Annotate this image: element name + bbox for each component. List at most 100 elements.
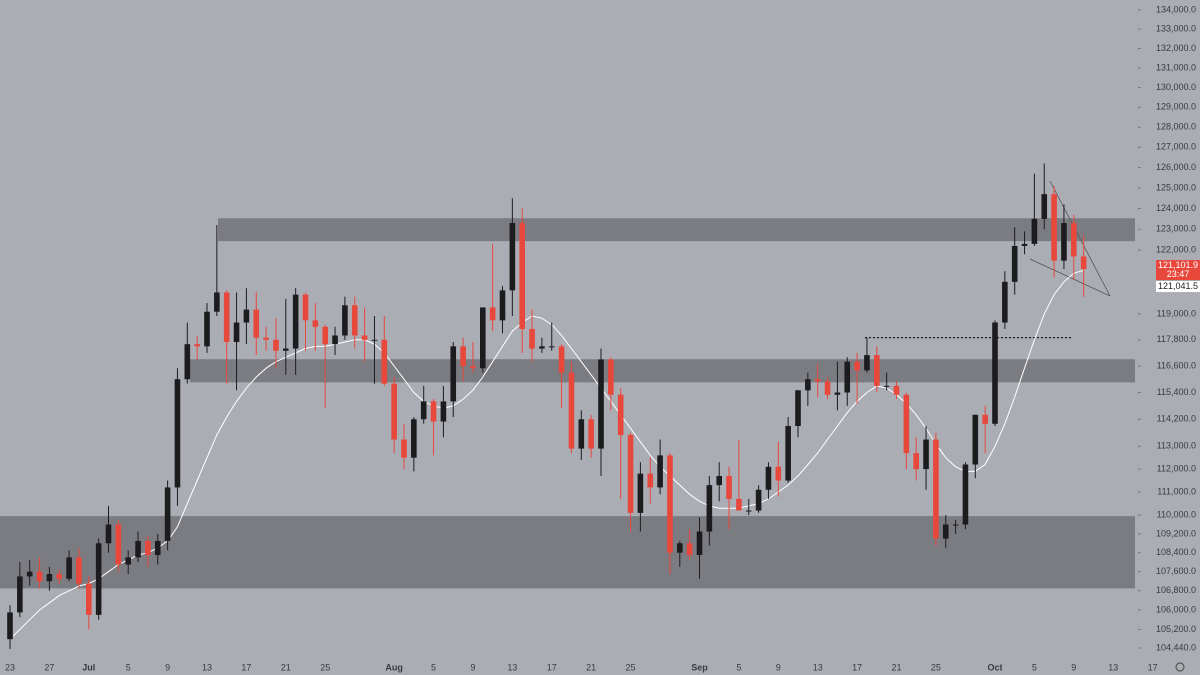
candle-body: [342, 305, 348, 336]
candle-body: [923, 439, 929, 470]
candle-body: [56, 574, 63, 579]
settings-icon[interactable]: [1175, 662, 1185, 672]
candle-body: [558, 346, 565, 373]
candle-body: [312, 320, 319, 327]
candle-body: [893, 385, 900, 395]
x-tick-label: Jul: [82, 662, 95, 672]
candle-body: [86, 583, 92, 615]
x-tick-label: 25: [626, 662, 636, 672]
candle-body: [440, 401, 447, 422]
y-tick-label: 114,200.0: [1157, 414, 1196, 424]
x-tick-label: 9: [165, 662, 170, 672]
x-tick-label: 5: [126, 662, 131, 672]
candle-body: [1031, 218, 1038, 244]
x-tick-label: 5: [431, 662, 436, 672]
y-tick-label: 119,000.0: [1157, 308, 1196, 318]
candle-body: [883, 385, 890, 387]
y-tick-label: 128,000.0: [1156, 122, 1196, 132]
candle-body: [952, 524, 959, 526]
candle-body: [36, 571, 43, 582]
y-tick-label: 109,200.0: [1156, 528, 1196, 538]
x-tick-label: 21: [586, 662, 596, 672]
candle-body: [322, 326, 328, 345]
candle-body: [775, 466, 782, 481]
candle-body: [864, 355, 870, 371]
x-tick-label: 13: [1108, 662, 1118, 672]
trendline: [1049, 180, 1111, 297]
candle-body: [755, 489, 762, 511]
candle-body: [736, 498, 742, 511]
candle-body: [686, 543, 693, 556]
candle-body: [214, 292, 220, 312]
candle-body: [854, 361, 860, 371]
x-tick-label: 13: [507, 662, 517, 672]
candle-body: [1061, 223, 1067, 261]
candle-body: [519, 223, 525, 329]
x-tick-label: 13: [202, 662, 212, 672]
y-tick-label: 125,000.0: [1156, 182, 1196, 192]
candle-body: [608, 359, 614, 395]
y-tick-label: 130,000.0: [1156, 82, 1196, 92]
candle-body: [834, 392, 841, 395]
x-tick-label: 9: [1071, 662, 1076, 672]
candle-body: [548, 346, 555, 348]
candle-body: [401, 439, 407, 458]
x-tick-label: Aug: [385, 662, 403, 672]
candle-body: [509, 223, 516, 291]
candle-body: [874, 355, 880, 386]
candle-body: [933, 439, 939, 539]
candle-body: [499, 290, 506, 321]
y-tick-label: 112,000.0: [1157, 463, 1196, 473]
x-tick-label: 17: [1148, 662, 1158, 672]
candle-body: [962, 464, 969, 525]
candle-body: [913, 453, 919, 470]
candle-body: [992, 322, 998, 424]
candle-body: [824, 381, 831, 395]
x-tick-label: 13: [813, 662, 823, 672]
y-tick-label: 127,000.0: [1156, 142, 1196, 152]
candle-body: [539, 346, 545, 349]
candle-body: [489, 307, 496, 321]
y-tick-label: 106,800.0: [1156, 585, 1196, 595]
candle-body: [785, 426, 791, 481]
trendline: [1029, 258, 1111, 297]
x-tick-label: 9: [776, 662, 781, 672]
last-price-tag: [1156, 260, 1200, 281]
candle-body: [381, 339, 388, 384]
y-tick-label: 111,000.0: [1157, 486, 1196, 496]
candle-body: [972, 414, 979, 465]
candle-body: [677, 543, 683, 553]
zone: [218, 218, 1135, 242]
x-tick-label: Oct: [987, 662, 1002, 672]
y-tick-label: 126,000.0: [1156, 162, 1196, 172]
candle-body: [194, 344, 200, 347]
candle-body: [273, 339, 279, 351]
candle-body: [627, 435, 634, 513]
candle-body: [420, 401, 427, 420]
y-tick-label: 106,000.0: [1156, 604, 1196, 614]
candle-body: [125, 557, 131, 565]
y-tick-label: 117,800.0: [1157, 334, 1196, 344]
candle-body: [588, 419, 594, 449]
x-tick-label: 17: [852, 662, 862, 672]
candle-body: [942, 524, 949, 539]
candle-body: [243, 309, 250, 323]
candle-body: [145, 540, 151, 556]
candle-body: [164, 487, 171, 541]
candle-body: [814, 379, 821, 382]
candle-body: [233, 322, 240, 343]
candle-body: [135, 540, 141, 558]
candle-body: [1011, 245, 1018, 282]
candle-body: [46, 574, 53, 582]
candle-body: [223, 292, 230, 343]
y-tick-label: 134,000.0: [1156, 4, 1196, 14]
x-tick-label: 21: [891, 662, 901, 672]
candle-body: [726, 475, 732, 499]
last-price-label: 121,101.9: [1158, 260, 1198, 270]
candle-body: [154, 540, 161, 556]
candle-body: [66, 557, 72, 579]
candle-body: [283, 348, 289, 351]
x-tick-label: 9: [470, 662, 475, 672]
